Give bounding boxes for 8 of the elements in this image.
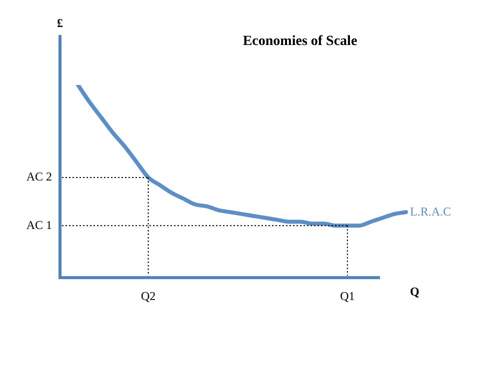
chart-title: Economies of Scale [242, 34, 358, 49]
ref-line-label: AC 1 [26, 218, 52, 232]
y-axis-title: £ [57, 16, 63, 30]
x-tick-label: Q1 [340, 288, 355, 303]
x-axis-title: Q [410, 284, 420, 299]
ref-line-label: AC 2 [26, 170, 52, 184]
x-tick-label: Q2 [140, 288, 156, 303]
series-label: L.R.A.C [410, 204, 452, 218]
